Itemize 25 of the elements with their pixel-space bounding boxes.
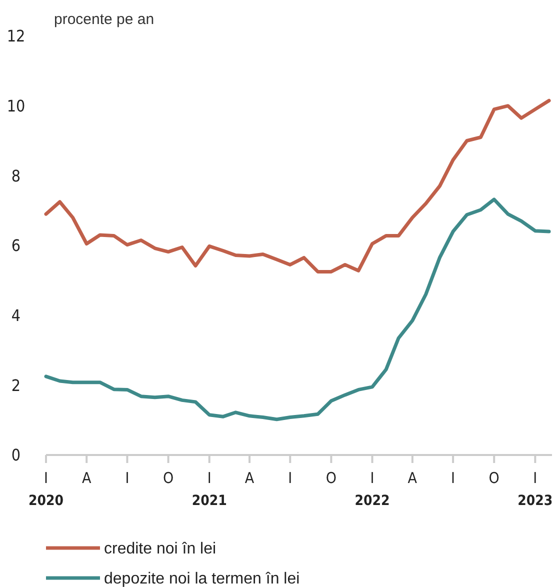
y-tick-label: 0 [11, 446, 21, 465]
x-tick-label: A [408, 469, 418, 487]
x-tick-label: I 2023 [518, 469, 553, 509]
y-tick-label: 10 [6, 96, 26, 116]
x-tick-label: I 2020 [28, 469, 64, 509]
line-series [44, 98, 551, 274]
y-tick-label: 2 [11, 376, 21, 395]
y-tick-label: 12 [6, 26, 26, 46]
x-tick-label: I [288, 469, 292, 487]
x-tick-label: I [451, 469, 456, 487]
y-tick-label: 8 [11, 166, 21, 186]
line-series [44, 198, 551, 422]
y-tick-label: 4 [11, 306, 21, 325]
x-tick-label: I 2021 [192, 469, 227, 509]
legend-label: credite noi în lei [104, 540, 216, 558]
legend-label: depozite noi la termen în lei [104, 570, 300, 587]
y-axis-title: procente pe an [54, 11, 154, 28]
x-tick-label: A [244, 469, 255, 487]
x-tick-label: I [125, 469, 130, 487]
x-tick-label: I 2022 [354, 469, 390, 509]
x-tick-label: O [162, 469, 174, 487]
x-tick-label: O [326, 469, 337, 487]
x-tick-label: A [82, 469, 92, 487]
x-tick-label: O [488, 469, 500, 487]
y-tick-label: 6 [11, 236, 21, 256]
